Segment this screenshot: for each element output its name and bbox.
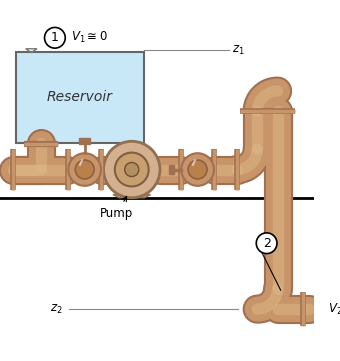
Circle shape [103, 141, 160, 198]
Circle shape [45, 27, 65, 48]
Circle shape [68, 153, 101, 186]
Circle shape [256, 233, 277, 253]
Circle shape [115, 153, 149, 187]
FancyBboxPatch shape [16, 52, 144, 143]
Text: 1: 1 [51, 31, 59, 44]
Text: 2: 2 [263, 237, 271, 250]
Circle shape [75, 160, 94, 179]
Circle shape [188, 160, 207, 179]
Polygon shape [113, 195, 151, 198]
Text: $z_2$: $z_2$ [50, 303, 63, 316]
Circle shape [125, 162, 139, 177]
FancyBboxPatch shape [169, 165, 174, 174]
Text: $V_2$: $V_2$ [328, 301, 340, 317]
Text: $z_1$: $z_1$ [232, 44, 245, 57]
Text: $V_1 \cong 0$: $V_1 \cong 0$ [71, 30, 107, 45]
Text: Reservoir: Reservoir [47, 90, 113, 104]
Text: Pump: Pump [100, 196, 134, 219]
FancyBboxPatch shape [79, 138, 90, 144]
Circle shape [181, 153, 214, 186]
